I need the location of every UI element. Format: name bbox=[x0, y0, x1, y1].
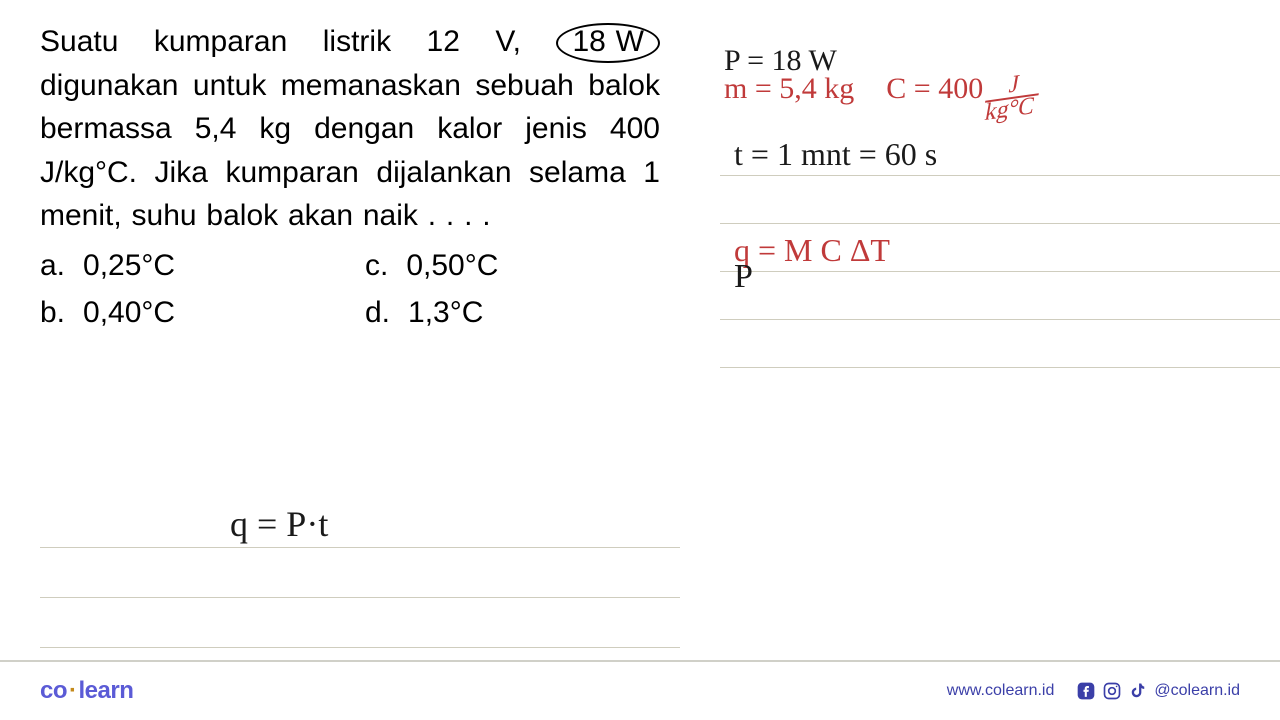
hw-row-3: t = 1 mnt = 60 s bbox=[720, 128, 1280, 176]
logo: co·learn bbox=[40, 677, 133, 705]
hw-row-6: P bbox=[720, 272, 1280, 320]
facebook-icon[interactable] bbox=[1076, 681, 1096, 701]
lower-row-3 bbox=[40, 598, 680, 648]
opt-a-text: 0,25°C bbox=[83, 244, 175, 288]
opt-b-label: b. bbox=[40, 291, 65, 335]
option-c: c. 0,50°C bbox=[365, 244, 660, 288]
question-block: Suatu kumparan listrik 12 V, 18 W diguna… bbox=[40, 20, 660, 339]
hw-row-7 bbox=[720, 320, 1280, 368]
opt-c-text: 0,50°C bbox=[406, 244, 498, 288]
hw-t: t = 1 mnt = 60 s bbox=[734, 136, 937, 173]
option-d: d. 1,3°C bbox=[365, 291, 660, 335]
lower-row-2 bbox=[40, 548, 680, 598]
question-pre: Suatu kumparan listrik 12 V, bbox=[40, 25, 556, 58]
hw-c-den: kg°C bbox=[981, 95, 1038, 125]
opt-c-label: c. bbox=[365, 244, 388, 288]
hw-qpt: q = P·t bbox=[230, 503, 328, 545]
hw-p-var: P bbox=[734, 258, 753, 296]
option-b: b. 0,40°C bbox=[40, 291, 335, 335]
hw-row-5: q = M C ΔT bbox=[720, 224, 1280, 272]
footer-right: www.colearn.id @colearn.id bbox=[947, 681, 1240, 701]
social-icons: @colearn.id bbox=[1076, 681, 1240, 701]
footer: co·learn www.colearn.id @colearn.id bbox=[0, 660, 1280, 720]
hw-c-prefix: C = 400 bbox=[886, 72, 983, 106]
opt-b-text: 0,40°C bbox=[83, 291, 175, 335]
opt-d-label: d. bbox=[365, 291, 390, 335]
hw-q: q = M C ΔT bbox=[734, 232, 890, 269]
option-a: a. 0,25°C bbox=[40, 244, 335, 288]
lower-row-0 bbox=[40, 448, 680, 498]
content-area: Suatu kumparan listrik 12 V, 18 W diguna… bbox=[40, 20, 1240, 640]
tiktok-icon[interactable] bbox=[1128, 681, 1148, 701]
opt-d-text: 1,3°C bbox=[408, 291, 483, 335]
lower-row-1: q = P·t bbox=[40, 498, 680, 548]
hw-c-frac: J kg°C bbox=[981, 70, 1042, 124]
lower-ruled-area: q = P·t bbox=[40, 448, 680, 648]
question-text: Suatu kumparan listrik 12 V, 18 W diguna… bbox=[40, 20, 660, 238]
options: a. 0,25°C c. 0,50°C b. 0,40°C d. 1,3°C bbox=[40, 244, 660, 339]
footer-handle[interactable]: @colearn.id bbox=[1154, 682, 1240, 700]
handwriting-area: P = 18 W m = 5,4 kg C = 400 J kg°C t = 1… bbox=[720, 32, 1280, 368]
footer-url[interactable]: www.colearn.id bbox=[947, 682, 1055, 700]
question-rest: digunakan untuk memanaskan sebuah balok … bbox=[40, 69, 660, 233]
logo-learn: learn bbox=[79, 677, 134, 704]
hw-m: m = 5,4 kg bbox=[724, 72, 854, 106]
instagram-icon[interactable] bbox=[1102, 681, 1122, 701]
hw-row-2: m = 5,4 kg C = 400 J kg°C bbox=[720, 80, 1280, 128]
hw-row-4 bbox=[720, 176, 1280, 224]
logo-co: co bbox=[40, 677, 67, 704]
circled-value: 18 W bbox=[556, 23, 660, 63]
logo-dot: · bbox=[67, 677, 79, 704]
opt-a-label: a. bbox=[40, 244, 65, 288]
